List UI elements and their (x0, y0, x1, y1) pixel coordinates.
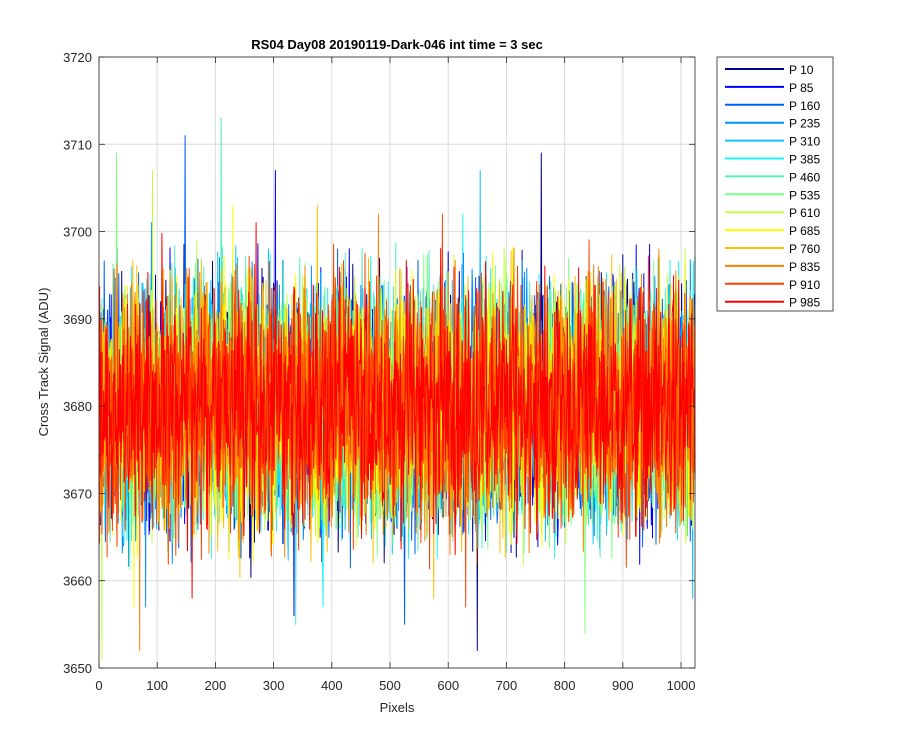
legend-item: P 385 (725, 153, 820, 167)
y-axis-label: Cross Track Signal (ADU) (36, 288, 51, 437)
legend-label: P 460 (789, 170, 820, 184)
y-tick-label: 3700 (63, 225, 92, 240)
legend-item: P 910 (725, 278, 820, 292)
legend-label: P 985 (789, 296, 820, 310)
plot-frame (98, 56, 696, 669)
legend-label: P 385 (789, 153, 820, 167)
x-tick-label: 1000 (667, 678, 696, 693)
y-tick-label: 3720 (63, 50, 92, 65)
legend-label: P 310 (789, 135, 820, 149)
x-tick-label: 200 (205, 678, 227, 693)
legend-item: P 310 (725, 135, 820, 149)
x-tick-label: 600 (437, 678, 459, 693)
x-tick-label: 900 (612, 678, 634, 693)
legend-box (716, 56, 834, 312)
legend-label: P 160 (789, 99, 820, 113)
x-tick-label: 300 (263, 678, 285, 693)
x-tick-label: 400 (321, 678, 343, 693)
y-tick-label: 3660 (63, 574, 92, 589)
y-tick-label: 3670 (63, 486, 92, 501)
plot-area: 0 100 200 300 400 500 600 700 800 900 1000 3650 3660… (63, 50, 696, 693)
legend-item: P 835 (725, 260, 820, 274)
x-tick-label: 800 (554, 678, 576, 693)
legend: P 10 P 85 P 160 P 235 P 310 P 385 P 460 P 535 P … (716, 56, 834, 312)
y-tick-label: 3680 (63, 399, 92, 414)
legend-label: P 10 (789, 63, 814, 77)
legend-item: P 160 (725, 99, 820, 113)
legend-label: P 910 (789, 278, 820, 292)
legend-label: P 535 (789, 188, 820, 202)
y-tick-label: 3710 (63, 137, 92, 152)
chart-title: RS04 Day08 20190119-Dark-046 int time = … (251, 37, 543, 52)
legend-item: P 10 (725, 63, 814, 77)
series-line-p-985 (98, 222, 696, 599)
x-tick-label: 0 (95, 678, 102, 693)
legend-label: P 685 (789, 224, 820, 238)
legend-item: P 610 (725, 206, 820, 220)
x-tick-label: 700 (496, 678, 518, 693)
legend-label: P 235 (789, 117, 820, 131)
legend-item: P 460 (725, 170, 820, 184)
legend-label: P 610 (789, 206, 820, 220)
series-layer (98, 117, 696, 660)
legend-item: P 760 (725, 242, 820, 256)
y-tick-label: 3650 (63, 661, 92, 676)
x-axis-label: Pixels (380, 700, 415, 715)
legend-items: P 10 P 85 P 160 P 235 P 310 P 385 P 460 P 535 P … (725, 63, 820, 310)
legend-item: P 535 (725, 188, 820, 202)
legend-item: P 235 (725, 117, 820, 131)
legend-item: P 985 (725, 296, 820, 310)
x-tick-label: 500 (379, 678, 401, 693)
tick-layer: 0 100 200 300 400 500 600 700 800 900 1000 3650 3660… (63, 50, 695, 693)
legend-item: P 85 (725, 81, 814, 95)
legend-item: P 685 (725, 224, 820, 238)
legend-label: P 760 (789, 242, 820, 256)
legend-label: P 85 (789, 81, 814, 95)
y-tick-label: 3690 (63, 312, 92, 327)
legend-label: P 835 (789, 260, 820, 274)
x-tick-label: 100 (146, 678, 168, 693)
